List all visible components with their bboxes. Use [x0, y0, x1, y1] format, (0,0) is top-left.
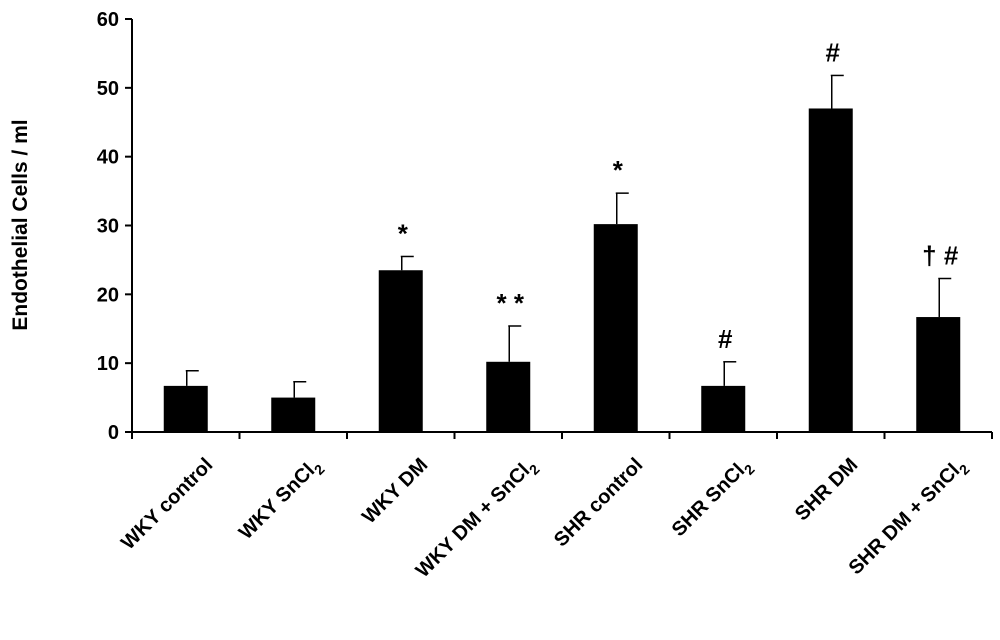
bar	[486, 361, 531, 432]
y-tick-label: 20	[97, 284, 119, 306]
significance-mark: † #	[922, 241, 959, 271]
bars	[163, 108, 961, 432]
category-label: SHR DM	[791, 454, 862, 525]
bar	[808, 108, 853, 432]
category-label: WKY DM	[358, 454, 432, 528]
y-tick-label: 40	[97, 147, 119, 169]
significance-mark: #	[718, 324, 733, 354]
category-label: WKY SnCl2	[235, 454, 328, 547]
category-label: WKY control	[117, 454, 217, 554]
bar	[271, 397, 316, 432]
category-label: WKY DM + SnCl2	[412, 454, 543, 585]
bar	[163, 385, 208, 432]
bar	[378, 270, 423, 432]
annotations: * * * * # # † #	[398, 37, 959, 353]
error-bars	[185, 74, 952, 398]
significance-mark: *	[398, 218, 409, 248]
bar	[701, 385, 746, 432]
y-tick-label: 30	[97, 216, 119, 238]
significance-mark: *	[613, 155, 624, 185]
y-tick-label: 50	[97, 78, 119, 100]
category-label: SHR DM + SnCl2	[845, 454, 973, 582]
y-axis-label: Endothelial Cells / ml	[9, 119, 32, 330]
y-axis: 0 10 20 30 40 50 60	[97, 9, 133, 444]
bar	[916, 317, 961, 432]
y-tick-label: 60	[97, 9, 119, 31]
y-tick-label: 10	[97, 353, 119, 375]
y-tick-label: 0	[108, 422, 119, 444]
significance-mark: #	[826, 37, 841, 67]
bar	[593, 224, 638, 432]
significance-mark: * *	[497, 288, 525, 318]
category-label: SHR control	[550, 454, 647, 551]
category-label: SHR SnCl2	[668, 454, 758, 544]
x-axis	[131, 431, 993, 439]
